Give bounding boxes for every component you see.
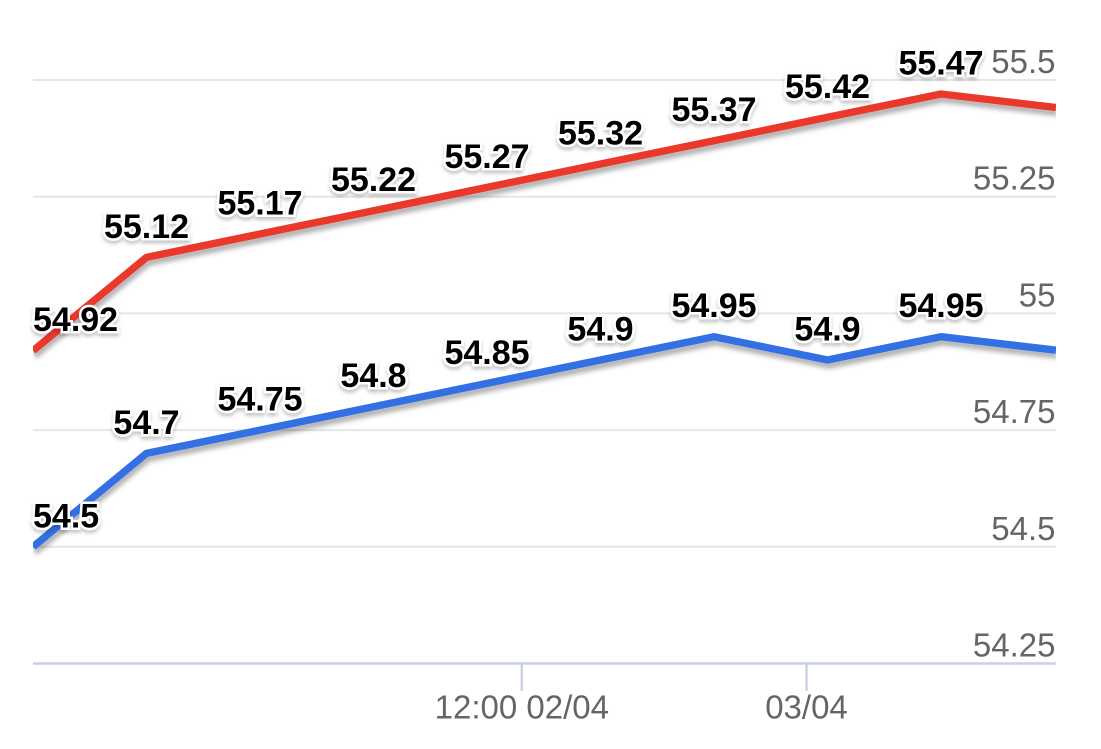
svg-text:54.5: 54.5 [33,497,99,535]
svg-text:55.32: 55.32 [558,115,643,153]
svg-text:55.5: 55.5 [991,43,1055,80]
svg-text:55.17: 55.17 [217,185,302,223]
svg-text:54.7: 54.7 [113,404,179,442]
svg-text:03/04: 03/04 [765,689,848,726]
svg-text:55.27: 55.27 [444,138,529,176]
svg-text:55.25: 55.25 [973,160,1056,197]
svg-text:54.8: 54.8 [340,357,406,395]
svg-text:55.42: 55.42 [785,68,870,106]
svg-text:54.95: 54.95 [898,287,983,325]
svg-text:54.75: 54.75 [973,393,1056,430]
svg-text:54.95: 54.95 [671,287,756,325]
svg-text:55.12: 55.12 [104,208,189,246]
svg-text:55: 55 [1019,276,1056,313]
svg-text:55.22: 55.22 [331,161,416,199]
svg-text:54.92: 54.92 [33,301,118,339]
svg-text:55.37: 55.37 [671,91,756,129]
svg-text:54.75: 54.75 [217,381,302,419]
svg-text:54.9: 54.9 [794,311,860,349]
svg-text:54.85: 54.85 [444,334,529,372]
svg-text:12:00 02/04: 12:00 02/04 [435,689,609,726]
svg-text:55.47: 55.47 [898,45,983,83]
svg-text:54.5: 54.5 [991,510,1055,547]
svg-text:54.9: 54.9 [567,311,633,349]
svg-text:54.25: 54.25 [973,627,1056,664]
